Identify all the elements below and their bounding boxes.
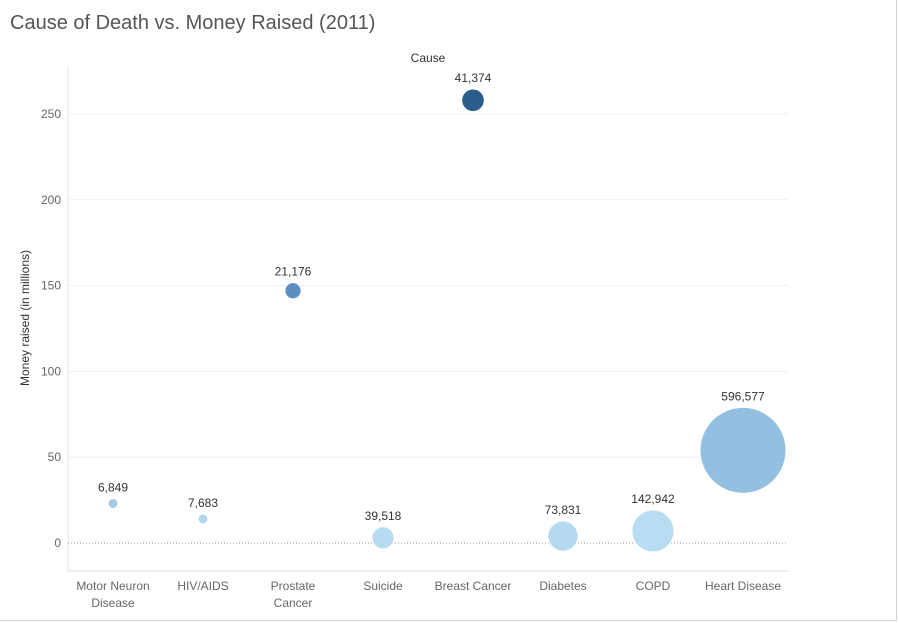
data-point[interactable] — [631, 509, 675, 553]
data-label: 6,849 — [98, 481, 128, 495]
data-point[interactable] — [699, 406, 787, 494]
data-point[interactable] — [284, 282, 302, 300]
data-point[interactable] — [461, 88, 485, 113]
data-label: 596,577 — [721, 389, 765, 403]
y-tick-label: 0 — [54, 536, 61, 550]
data-point[interactable] — [547, 520, 579, 552]
data-label: 21,176 — [275, 265, 312, 279]
y-tick-label: 150 — [41, 279, 61, 293]
column-header: Cause — [411, 51, 446, 65]
y-axis-label: Money raised (in millions) — [18, 250, 32, 386]
x-tick-label: Diabetes — [539, 579, 586, 593]
data-label: 142,942 — [631, 492, 675, 506]
y-tick-label: 200 — [41, 193, 61, 207]
x-tick-label: Prostate Cancer — [271, 579, 316, 610]
data-label: 41,374 — [455, 71, 492, 85]
x-tick-label: COPD — [636, 579, 671, 593]
data-label: 7,683 — [188, 496, 218, 510]
x-tick-label: Breast Cancer — [435, 579, 512, 593]
x-tick-label: Suicide — [363, 579, 403, 593]
data-label: 39,518 — [365, 509, 402, 523]
x-tick-label: HIV/AIDS — [177, 579, 228, 593]
chart-title: Cause of Death vs. Money Raised (2011) — [10, 12, 376, 34]
data-point[interactable] — [107, 498, 119, 510]
y-tick-label: 50 — [48, 450, 62, 464]
data-label: 73,831 — [545, 503, 582, 517]
data-point[interactable] — [197, 513, 209, 525]
data-point[interactable] — [371, 526, 395, 550]
y-tick-label: 250 — [41, 107, 61, 121]
y-tick-label: 100 — [41, 364, 61, 378]
x-tick-label: Heart Disease — [705, 579, 781, 593]
x-tick-label: Motor Neuron Disease — [76, 579, 149, 610]
